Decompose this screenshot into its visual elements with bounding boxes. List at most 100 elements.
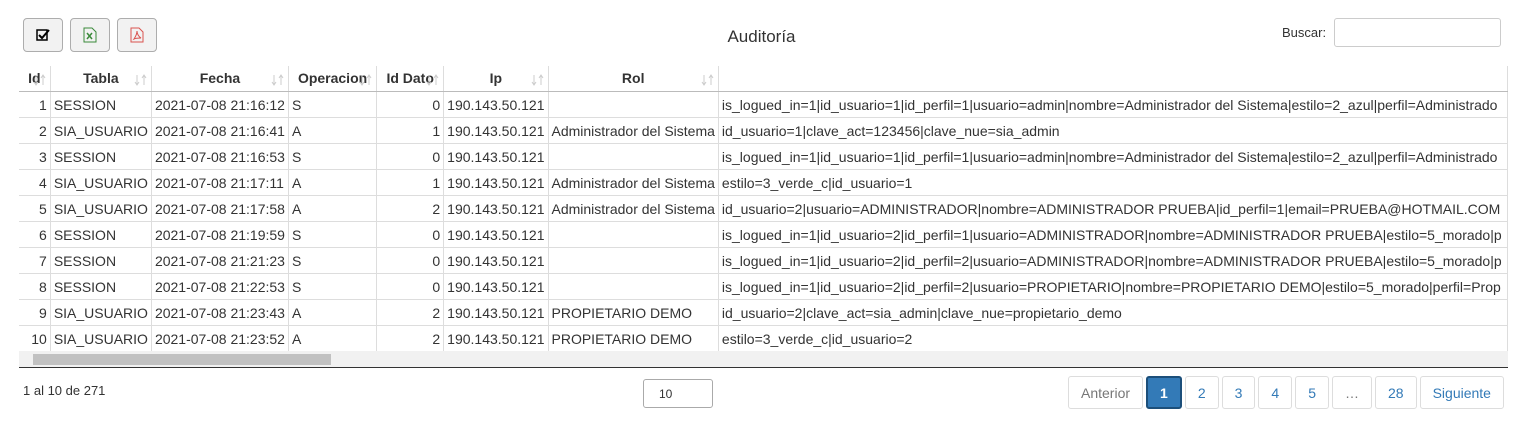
table-row[interactable]: 4 SIA_USUARIO 2021-07-08 21:17:11 A 1 190.143… — [19, 169, 1508, 196]
page-button[interactable]: 2 — [1184, 376, 1219, 409]
cell: 2021-07-08 21:16:53 — [151, 143, 289, 170]
cell: 2021-07-08 21:21:23 — [151, 247, 289, 274]
table-row[interactable]: 1 SESSION 2021-07-08 21:16:12 S 0 190.143.50.… — [19, 91, 1508, 118]
cell: 1 — [376, 169, 445, 196]
column-header[interactable]: Rol — [548, 66, 719, 92]
table-row[interactable]: 3 SESSION 2021-07-08 21:16:53 S 0 190.143.50.… — [19, 143, 1508, 170]
cell: 190.143.50.121 — [443, 195, 549, 222]
cell: SIA_USUARIO — [50, 117, 152, 144]
cell: 8 — [19, 273, 51, 300]
column-header[interactable]: Ip — [443, 66, 549, 92]
scrollbar[interactable] — [19, 351, 1508, 368]
cell: A — [288, 299, 378, 326]
cell: SIA_USUARIO — [50, 325, 152, 351]
table-row[interactable]: 5 SIA_USUARIO 2021-07-08 21:17:58 A 2 190.143… — [19, 195, 1508, 222]
cell: SESSION — [50, 273, 152, 300]
table-wrap: Id Tabla Fecha Operacion Id Dato Ip Rol 1 SESSIO… — [19, 66, 1508, 351]
table-row[interactable]: 10 SIA_USUARIO 2021-07-08 21:23:52 A 2 190.14… — [19, 325, 1508, 351]
cell: 2 — [376, 299, 445, 326]
table-row[interactable]: 7 SESSION 2021-07-08 21:21:23 S 0 190.143.50.… — [19, 247, 1508, 274]
cell: 2021-07-08 21:23:43 — [151, 299, 289, 326]
column-header[interactable]: Id Dato — [376, 66, 445, 92]
cell: 0 — [376, 247, 445, 274]
pdf-button[interactable] — [117, 18, 157, 52]
cell: 190.143.50.121 — [443, 117, 549, 144]
title: Auditoría — [727, 27, 796, 46]
cell: 0 — [376, 221, 445, 248]
page-button[interactable]: Siguiente — [1419, 376, 1504, 409]
page-button[interactable]: 4 — [1258, 376, 1293, 409]
cell: 2021-07-08 21:17:58 — [151, 195, 289, 222]
cell: A — [288, 169, 378, 196]
table-row[interactable]: 8 SESSION 2021-07-08 21:22:53 S 0 190.143.50.… — [19, 273, 1508, 300]
cell: 190.143.50.121 — [443, 91, 549, 118]
cell: SESSION — [50, 91, 152, 118]
cell: 0 — [376, 91, 445, 118]
column-header[interactable]: Fecha — [151, 66, 289, 92]
cell: 190.143.50.121 — [443, 221, 549, 248]
cell: Administrador del Sistema — [548, 117, 719, 144]
cell — [548, 221, 719, 248]
cell: 2021-07-08 21:17:11 — [151, 169, 289, 196]
page-button[interactable]: Anterior — [1068, 376, 1144, 409]
cell: A — [288, 195, 378, 222]
table-row[interactable]: 9 SIA_USUARIO 2021-07-08 21:23:43 A 2 190.143… — [19, 299, 1508, 326]
cell: id_usuario=1|clave_act=123456|clave_nue=… — [718, 117, 1508, 144]
scroll-thumb[interactable] — [33, 354, 331, 365]
cell: is_logued_in=1|id_usuario=1|id_perfil=1|… — [718, 143, 1508, 170]
cell: S — [288, 221, 378, 248]
cell: S — [288, 143, 378, 170]
cell: 0 — [376, 143, 445, 170]
cell: 190.143.50.121 — [443, 247, 549, 274]
table-row[interactable]: 6 SESSION 2021-07-08 21:19:59 S 0 190.143.50.… — [19, 221, 1508, 248]
cell: 2021-07-08 21:16:12 — [151, 91, 289, 118]
cell: 190.143.50.121 — [443, 273, 549, 300]
cell — [548, 91, 719, 118]
cell: is_logued_in=1|id_usuario=2|id_perfil=1|… — [718, 221, 1508, 248]
cell: 2021-07-08 21:23:52 — [151, 325, 289, 351]
cell: is_logued_in=1|id_usuario=2|id_perfil=2|… — [718, 273, 1508, 300]
page-button[interactable]: 1 — [1146, 376, 1182, 409]
search-input[interactable] — [1334, 18, 1501, 47]
cell: is_logued_in=1|id_usuario=1|id_perfil=1|… — [718, 91, 1508, 118]
cell: A — [288, 117, 378, 144]
cell — [548, 247, 719, 274]
cell: 2021-07-08 21:22:53 — [151, 273, 289, 300]
cell: SIA_USUARIO — [50, 169, 152, 196]
cell: S — [288, 247, 378, 274]
excel-button[interactable] — [70, 18, 110, 52]
cell: 2 — [19, 117, 51, 144]
cell: S — [288, 273, 378, 300]
page-button[interactable]: 3 — [1221, 376, 1256, 409]
select-button[interactable] — [23, 18, 63, 52]
column-header[interactable]: Id — [19, 66, 51, 92]
column-header — [718, 66, 1508, 92]
cell: Administrador del Sistema — [548, 169, 719, 196]
cell: 0 — [376, 273, 445, 300]
page-length-select[interactable]: 10 — [643, 379, 713, 408]
cell: 2 — [376, 325, 445, 351]
column-header[interactable]: Tabla — [50, 66, 152, 92]
cell: 190.143.50.121 — [443, 299, 549, 326]
table-row[interactable]: 2 SIA_USUARIO 2021-07-08 21:16:41 A 1 190.143… — [19, 117, 1508, 144]
cell: SIA_USUARIO — [50, 195, 152, 222]
cell: estilo=3_verde_c|id_usuario=2 — [718, 325, 1508, 351]
cell: 7 — [19, 247, 51, 274]
cell: Administrador del Sistema — [548, 195, 719, 222]
page-button[interactable]: … — [1332, 376, 1373, 409]
cell: 5 — [19, 195, 51, 222]
cell — [548, 273, 719, 300]
cell: SIA_USUARIO — [50, 299, 152, 326]
page-button[interactable]: 5 — [1295, 376, 1330, 409]
cell: S — [288, 91, 378, 118]
cell: 3 — [19, 143, 51, 170]
cell: SESSION — [50, 247, 152, 274]
cell: id_usuario=2|usuario=ADMINISTRADOR|nombr… — [718, 195, 1508, 222]
search-label: Buscar: — [1282, 25, 1327, 40]
cell: 190.143.50.121 — [443, 143, 549, 170]
page-button[interactable]: 28 — [1375, 376, 1417, 409]
pagination: Anterior 1 2 3 4 5… 28 Siguiente — [1068, 376, 1504, 409]
column-header[interactable]: Operacion — [288, 66, 378, 92]
table: Id Tabla Fecha Operacion Id Dato Ip Rol 1 SESSIO… — [19, 66, 1508, 351]
